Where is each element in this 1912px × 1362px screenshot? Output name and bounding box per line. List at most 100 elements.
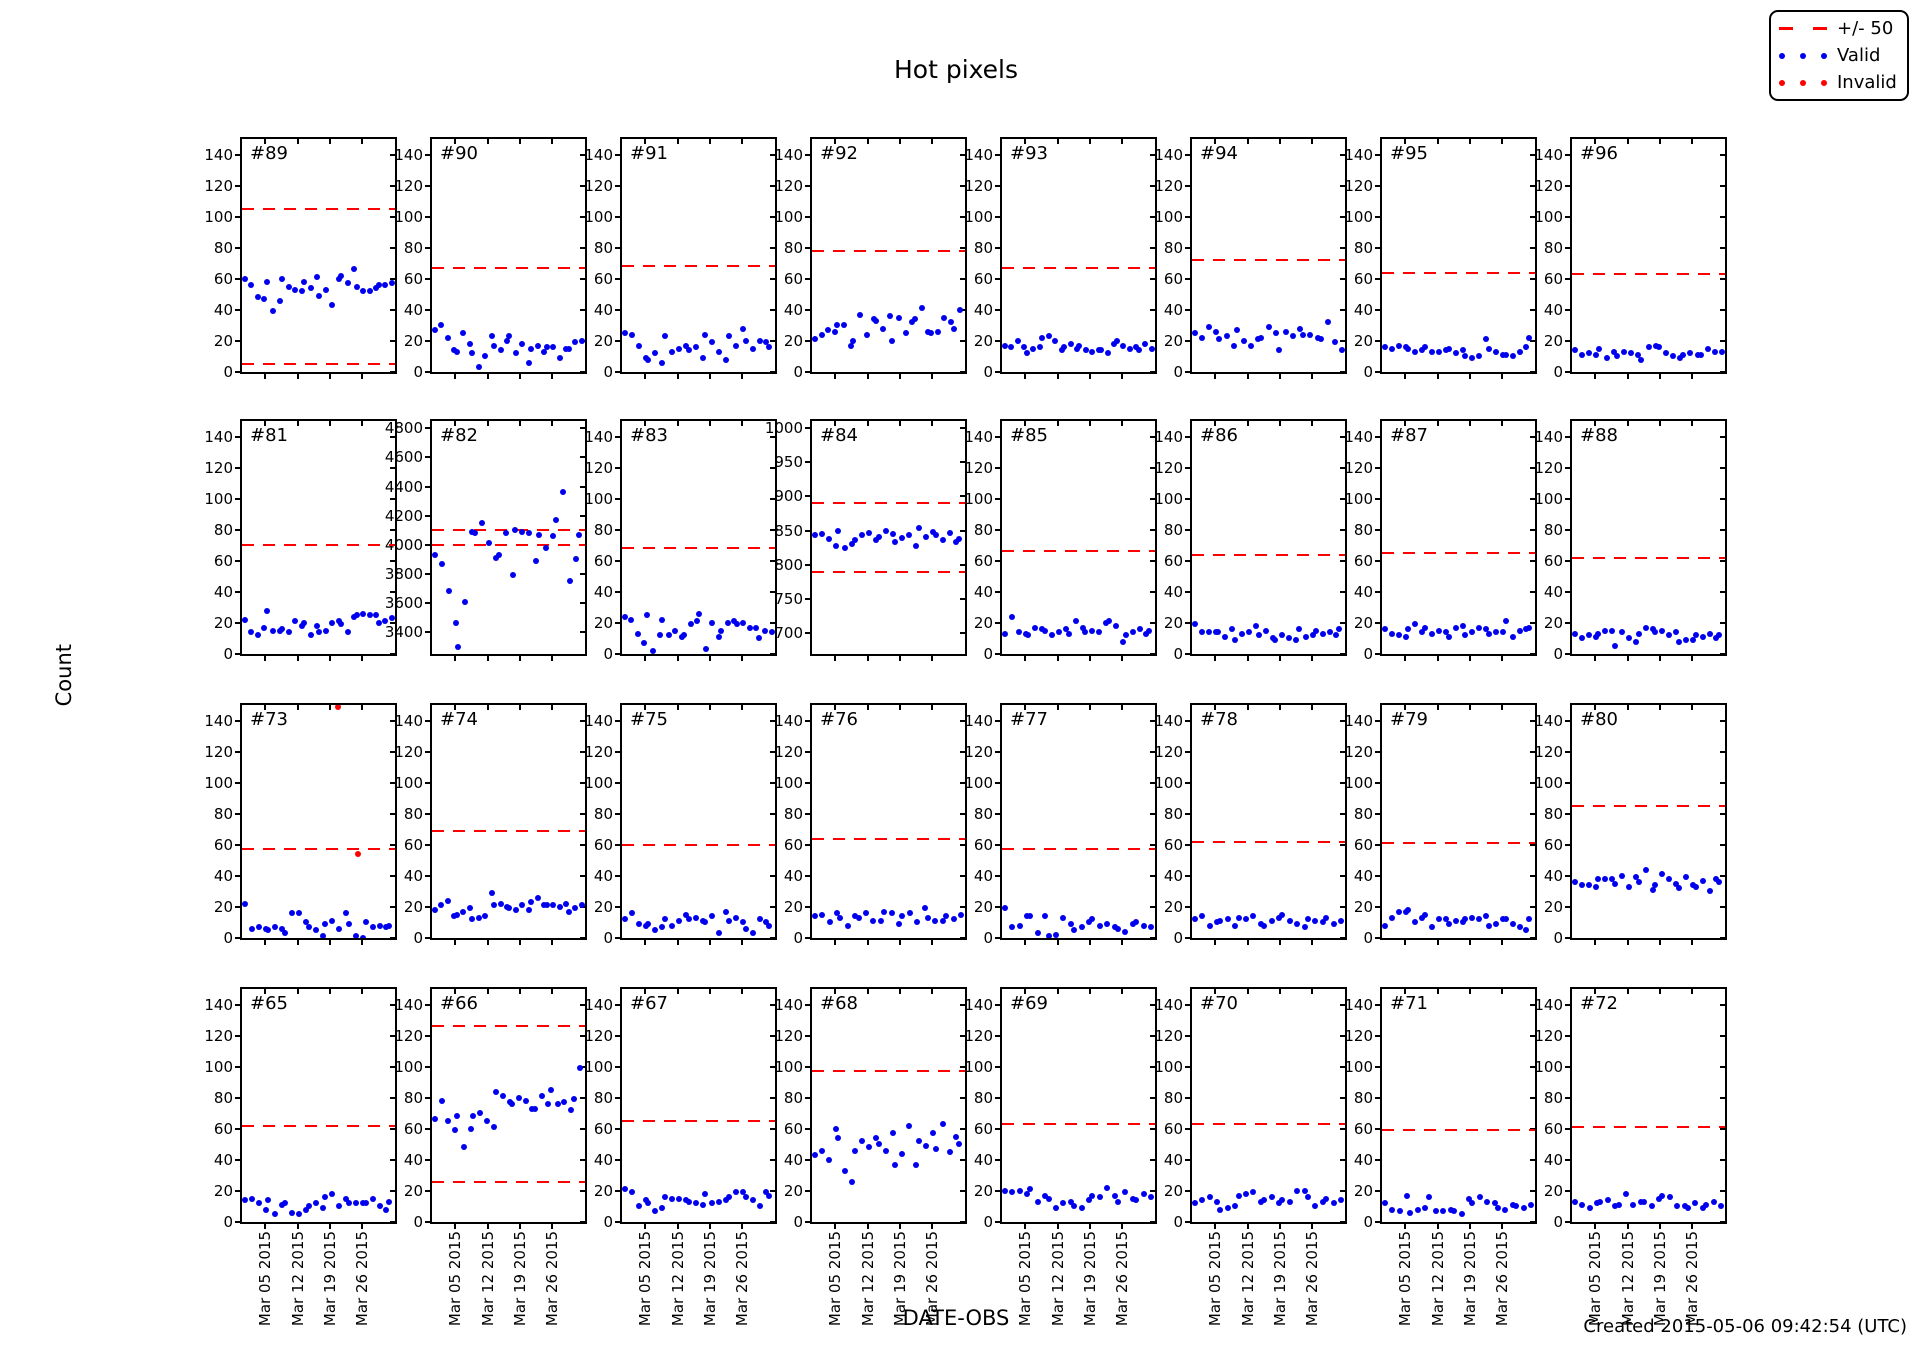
y-tick-mark xyxy=(425,427,430,430)
valid-point xyxy=(479,519,485,526)
valid-point xyxy=(366,288,373,295)
y-tick-label: 60 xyxy=(973,835,993,854)
valid-point xyxy=(709,913,716,920)
y-tick-mark xyxy=(805,632,810,635)
valid-point xyxy=(1526,334,1533,341)
y-tick-mark xyxy=(390,215,395,218)
y-tick-mark xyxy=(580,514,585,517)
y-tick-mark xyxy=(235,528,240,531)
x-tick-label-text: Mar 12 2015 xyxy=(1618,1231,1637,1327)
y-tick-mark xyxy=(1720,339,1725,342)
y-tick-label: 100 xyxy=(1534,1057,1563,1076)
valid-point xyxy=(882,1147,889,1154)
x-tick-label-text: Mar 05 2015 xyxy=(1206,1231,1225,1327)
valid-point xyxy=(756,337,763,344)
y-tick-mark xyxy=(1340,719,1345,722)
valid-point xyxy=(1240,337,1247,344)
valid-point xyxy=(1239,630,1245,637)
valid-point xyxy=(1016,922,1023,929)
x-tick-mark xyxy=(1468,421,1471,426)
y-tick-mark xyxy=(1720,905,1725,908)
y-tick-label: 0 xyxy=(413,363,423,381)
x-tick-mark xyxy=(1658,940,1661,945)
y-tick-mark xyxy=(805,905,810,908)
valid-point xyxy=(1112,623,1119,630)
y-tick-label: 120 xyxy=(964,742,993,761)
valid-point xyxy=(272,1211,279,1218)
y-tick-mark xyxy=(580,485,585,488)
x-tick-mark xyxy=(264,139,267,144)
y-tick-label: 1000 xyxy=(764,418,803,437)
y-tick-mark xyxy=(580,277,585,280)
x-tick-mark xyxy=(708,705,711,710)
plot-area xyxy=(432,139,585,372)
y-tick-label: 100 xyxy=(204,489,233,508)
x-tick-mark xyxy=(1246,1224,1249,1229)
valid-point xyxy=(1002,905,1008,912)
valid-point xyxy=(1523,344,1530,351)
y-tick-mark xyxy=(1720,653,1725,655)
valid-point xyxy=(1146,627,1153,634)
y-tick-mark xyxy=(390,153,395,156)
x-tick-label-text: Mar 26 2015 xyxy=(733,1231,752,1327)
y-tick-mark xyxy=(1185,812,1190,815)
threshold-dashed-line xyxy=(1382,552,1535,555)
y-tick-mark xyxy=(425,277,430,280)
y-tick-label: 20 xyxy=(1353,897,1373,916)
y-tick-mark xyxy=(580,1158,585,1161)
valid-point xyxy=(1435,627,1442,634)
threshold-dashed-line xyxy=(1382,1129,1535,1132)
y-tick-mark xyxy=(995,277,1000,280)
x-tick-mark xyxy=(328,940,331,945)
y-tick-mark xyxy=(390,1003,395,1006)
y-tick-mark xyxy=(425,750,430,753)
y-tick-label: 0 xyxy=(603,1213,613,1231)
valid-point xyxy=(1214,919,1221,926)
valid-point xyxy=(351,266,358,273)
y-tick-mark xyxy=(1150,1189,1155,1192)
y-tick-mark xyxy=(390,435,395,438)
valid-point xyxy=(1295,626,1302,633)
valid-point xyxy=(818,331,825,338)
y-tick-mark xyxy=(235,1065,240,1068)
y-tick-mark xyxy=(960,153,965,156)
x-tick-mark xyxy=(1658,705,1661,710)
panel-id-label: #93 xyxy=(1010,143,1048,164)
y-tick-mark xyxy=(615,653,620,655)
valid-point xyxy=(460,330,467,337)
y-tick-mark xyxy=(235,559,240,562)
valid-point xyxy=(292,286,299,293)
valid-point xyxy=(1140,1191,1147,1198)
x-tick-mark xyxy=(741,421,744,426)
valid-point xyxy=(1596,345,1603,352)
threshold-dashed-line xyxy=(812,502,965,505)
valid-point xyxy=(892,1161,899,1168)
y-tick-mark xyxy=(235,308,240,311)
x-tick-mark xyxy=(328,989,331,994)
valid-point xyxy=(1419,347,1426,354)
y-tick-mark xyxy=(580,456,585,459)
valid-point xyxy=(488,889,495,896)
x-tick-mark xyxy=(1246,940,1249,945)
valid-point xyxy=(1104,921,1111,928)
valid-point xyxy=(763,919,770,926)
x-tick-mark xyxy=(1214,1224,1217,1229)
valid-point xyxy=(635,342,642,349)
valid-point xyxy=(1148,1194,1155,1201)
y-tick-mark xyxy=(390,1096,395,1099)
valid-point xyxy=(915,1138,922,1145)
y-tick-mark xyxy=(1530,1158,1535,1161)
y-tick-mark xyxy=(1720,559,1725,562)
y-tick-label: 140 xyxy=(774,145,803,164)
valid-point xyxy=(1632,638,1639,645)
x-tick-mark xyxy=(486,940,489,945)
valid-point xyxy=(314,274,321,281)
valid-point xyxy=(461,1144,468,1151)
y-tick-label: 40 xyxy=(403,1150,423,1169)
x-tick-mark xyxy=(1311,989,1314,994)
y-tick-mark xyxy=(1720,497,1725,500)
valid-point xyxy=(329,619,336,626)
valid-point xyxy=(485,540,492,547)
y-tick-label: 100 xyxy=(394,1057,423,1076)
valid-point xyxy=(276,297,283,304)
